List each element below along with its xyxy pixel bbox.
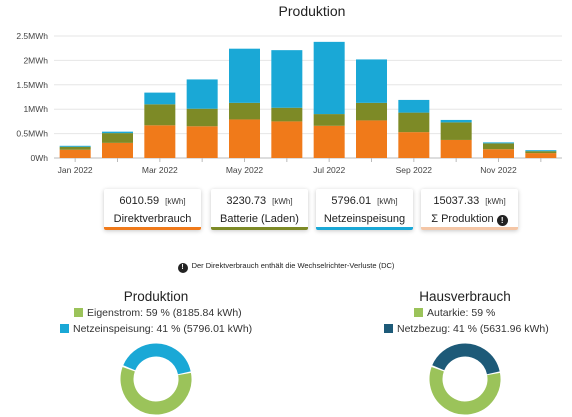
bar-segment[interactable]: [229, 48, 260, 103]
donut-segment[interactable]: [429, 343, 501, 415]
legend-text: Netzbezug: 41 % (5631.96 kWh): [397, 323, 549, 335]
bar-segment[interactable]: [186, 79, 218, 109]
bar-segment[interactable]: [356, 102, 387, 121]
bar-segment[interactable]: [440, 139, 472, 158]
legend-eigenstrom[interactable]: Eigenstrom: 59 % (8185.84 kWh): [74, 307, 242, 319]
x-tick-label: Nov 2022: [480, 165, 517, 175]
card-color-bar: [211, 227, 308, 230]
produktion-title: Produktion: [123, 289, 189, 304]
bar-segment[interactable]: [59, 145, 91, 147]
bar-segment[interactable]: [440, 119, 472, 123]
bar-segment[interactable]: [102, 131, 133, 134]
y-tick-label: 2.5MWh: [16, 31, 48, 41]
card-label: Netzeinspeisung: [323, 213, 406, 225]
summary-card-netzeinspeisung: 5796.01 [kWh] Netzeinspeisung: [316, 189, 413, 230]
bar-segment[interactable]: [398, 99, 430, 113]
hausverbrauch-donut-chart: [429, 343, 501, 415]
y-tick-label: 0.5MWh: [16, 129, 48, 139]
card-label: Direktverbrauch: [113, 213, 192, 225]
x-tick-label: Jul 2022: [313, 165, 345, 175]
legend-netzeinspeisung[interactable]: Netzeinspeisung: 41 % (5796.01 kWh): [60, 323, 252, 335]
legend-text: Eigenstrom: 59 % (8185.84 kWh): [87, 307, 242, 319]
card-value: 15037.33: [433, 195, 480, 207]
donut-segment[interactable]: [120, 343, 192, 415]
legend-swatch: [74, 308, 83, 317]
card-value: 5796.01: [331, 195, 372, 207]
summary-card-batterie: 3230.73 [kWh] Batterie (Laden): [211, 189, 308, 230]
dc-loss-note: ! Der Direktverbrauch enthält die Wechsel…: [0, 261, 572, 273]
bar-segment[interactable]: [144, 104, 176, 126]
legend-text: Autarkie: 59 %: [427, 307, 496, 319]
card-value: 3230.73: [226, 195, 267, 207]
bar-segment[interactable]: [229, 119, 260, 158]
bars: [59, 41, 557, 158]
info-icon[interactable]: !: [496, 215, 508, 226]
legend-swatch: [384, 324, 393, 333]
card-unit: [kWh]: [377, 197, 398, 206]
x-tick-label: Mar 2022: [142, 165, 178, 175]
bar-segment[interactable]: [398, 132, 430, 158]
summary-card-produktion: 15037.33 [kWh] Σ Produktion !: [421, 189, 518, 230]
bar-segment[interactable]: [59, 146, 91, 150]
bar-segment[interactable]: [186, 108, 218, 127]
x-tick-label: May 2022: [226, 165, 264, 175]
bar-segment[interactable]: [356, 120, 387, 158]
donut-segment[interactable]: [429, 343, 501, 415]
bar-segment[interactable]: [313, 125, 345, 158]
bar-segment[interactable]: [525, 150, 557, 152]
bar-segment[interactable]: [271, 121, 303, 158]
legend-swatch: [60, 324, 69, 333]
legend-text: Netzeinspeisung: 41 % (5796.01 kWh): [73, 323, 253, 335]
card-color-bar: [316, 227, 413, 230]
card-unit: [kWh]: [485, 197, 506, 206]
y-tick-label: 1.5MWh: [16, 80, 48, 90]
legend-autarkie[interactable]: Autarkie: 59 %: [414, 307, 495, 319]
y-tick-label: 2MWh: [23, 55, 48, 65]
bar-segment[interactable]: [525, 151, 557, 154]
bar-segment[interactable]: [144, 92, 176, 105]
chart-title: Produktion: [279, 3, 346, 19]
card-unit: [kWh]: [165, 197, 186, 206]
bar-segment[interactable]: [440, 122, 472, 140]
bar-segment[interactable]: [229, 102, 260, 120]
bar-segment[interactable]: [483, 142, 514, 144]
y-axis: 0Wh 0.5MWh 1MWh 1.5MWh 2MWh 2.5MWh: [16, 31, 48, 163]
bar-segment[interactable]: [313, 114, 345, 126]
x-tick-label: Sep 2022: [396, 165, 433, 175]
bar-segment[interactable]: [59, 149, 91, 158]
bar-segment[interactable]: [271, 50, 303, 108]
x-tick-label: Jan 2022: [58, 165, 93, 175]
y-tick-label: 0Wh: [31, 153, 49, 163]
bar-segment[interactable]: [483, 149, 514, 158]
bar-segment[interactable]: [102, 142, 133, 158]
note-text: Der Direktverbrauch enthält die Wechselr…: [191, 261, 395, 270]
bar-segment[interactable]: [271, 107, 303, 122]
production-bar-chart: Produktion 0Wh 0.5MWh 1MWh 1.5MWh 2MWh 2.5MWh…: [16, 3, 562, 175]
bar-segment[interactable]: [313, 41, 345, 115]
bar-segment[interactable]: [356, 59, 387, 103]
bar-segment[interactable]: [186, 126, 218, 158]
bar-segment[interactable]: [525, 153, 557, 158]
donut-segment[interactable]: [120, 343, 192, 415]
x-axis: Jan 2022 Mar 2022 May 2022 Jul 2022 Sep 2022…: [58, 158, 542, 175]
card-label: Σ Produktion: [431, 213, 494, 225]
chart-grid: [54, 35, 562, 159]
card-value: 6010.59: [119, 195, 160, 207]
card-label: Batterie (Laden): [220, 213, 299, 225]
bar-segment[interactable]: [483, 143, 514, 150]
hausverbrauch-title: Hausverbrauch: [419, 289, 511, 304]
produktion-donut-chart: [120, 343, 192, 415]
legend-netzbezug[interactable]: Netzbezug: 41 % (5631.96 kWh): [384, 323, 549, 335]
summary-card-direktverbrauch: 6010.59 [kWh] Direktverbrauch: [104, 189, 201, 230]
card-color-bar: [421, 227, 518, 230]
y-tick-label: 1MWh: [23, 104, 48, 114]
bar-segment[interactable]: [102, 133, 133, 143]
bar-segment[interactable]: [144, 125, 176, 158]
bar-segment[interactable]: [398, 112, 430, 133]
card-unit: [kWh]: [272, 197, 293, 206]
info-icon: !: [177, 263, 188, 273]
card-color-bar: [104, 227, 201, 230]
legend-swatch: [414, 308, 423, 317]
